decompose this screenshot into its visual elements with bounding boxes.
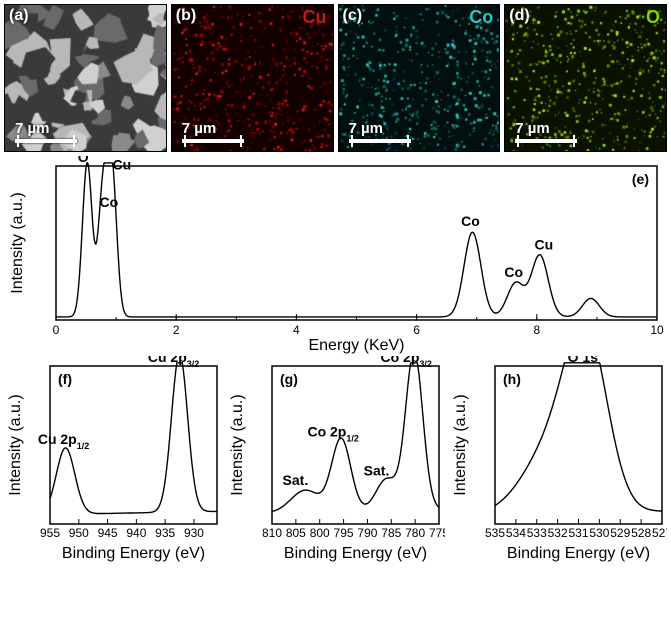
svg-text:(h): (h) <box>503 371 521 387</box>
panel-label: (b) <box>176 7 196 25</box>
panel-b: (b) Cu 7 µm <box>171 4 334 152</box>
xps-cu2p-chart: 955 950 945 940 935 930 Binding Energy (eV) Int… <box>4 356 222 564</box>
svg-text:534: 534 <box>506 526 526 540</box>
svg-text:Intensity (a.u.): Intensity (a.u.) <box>9 192 26 293</box>
svg-text:Cu: Cu <box>534 236 553 252</box>
svg-text:805: 805 <box>286 526 306 540</box>
svg-text:935: 935 <box>155 526 175 540</box>
panel-label: (a) <box>9 7 29 25</box>
svg-text:Binding Energy (eV): Binding Energy (eV) <box>284 545 427 562</box>
svg-text:800: 800 <box>310 526 330 540</box>
svg-text:Co: Co <box>100 194 119 210</box>
svg-text:(f): (f) <box>58 371 72 387</box>
svg-text:O 1s: O 1s <box>567 356 598 365</box>
panel-a: (a) 7 µm <box>4 4 167 152</box>
svg-text:780: 780 <box>405 526 425 540</box>
scale-bar: 7 µm <box>349 120 411 143</box>
svg-text:Co 2p3/2: Co 2p3/2 <box>381 356 432 369</box>
svg-text:810: 810 <box>262 526 282 540</box>
svg-text:2: 2 <box>173 323 180 337</box>
scale-bar: 7 µm <box>515 120 577 143</box>
element-tag: Co <box>469 7 493 28</box>
svg-text:945: 945 <box>98 526 118 540</box>
scale-bar-line <box>515 139 577 143</box>
scale-bar-line <box>182 139 244 143</box>
svg-text:Co: Co <box>504 264 523 280</box>
svg-text:530: 530 <box>589 526 609 540</box>
svg-text:O: O <box>78 156 89 165</box>
panel-label: (c) <box>343 7 363 25</box>
svg-text:955: 955 <box>40 526 60 540</box>
scale-bar-text: 7 µm <box>182 120 217 137</box>
xps-co2p-chart: 810 805 800 795 790 785780 775Binding Energy (… <box>226 356 444 564</box>
svg-text:Co: Co <box>461 213 480 229</box>
svg-text:535: 535 <box>485 526 505 540</box>
svg-text:Binding Energy (eV): Binding Energy (eV) <box>507 545 650 562</box>
xps-row: 955 950 945 940 935 930 Binding Energy (eV) Int… <box>0 356 671 568</box>
svg-text:790: 790 <box>358 526 378 540</box>
svg-text:775: 775 <box>429 526 444 540</box>
element-tag: O <box>646 7 660 28</box>
xps-o1s-chart: 535534533532531530529528527Binding Energ… <box>449 356 667 564</box>
figure-root: (a) 7 µm (b) Cu 7 µm (c) Co 7 µm <box>0 0 671 618</box>
scale-bar-line <box>349 139 411 143</box>
svg-text:(g): (g) <box>280 371 298 387</box>
svg-text:930: 930 <box>184 526 204 540</box>
svg-text:Co 2p1/2: Co 2p1/2 <box>308 423 359 443</box>
svg-text:528: 528 <box>631 526 651 540</box>
svg-text:Cu 2p3/2: Cu 2p3/2 <box>148 356 199 369</box>
panel-c: (c) Co 7 µm <box>338 4 501 152</box>
svg-text:950: 950 <box>69 526 89 540</box>
eds-spectrum-panel: 0 2 4 6 8 10 Energy (KeV) Intensity (a.u.) (e) O C… <box>0 154 671 356</box>
svg-text:Cu: Cu <box>113 157 132 173</box>
scale-bar-text: 7 µm <box>349 120 384 137</box>
svg-text:531: 531 <box>568 526 588 540</box>
element-tag: Cu <box>303 7 327 28</box>
svg-text:795: 795 <box>334 526 354 540</box>
svg-text:Intensity (a.u.): Intensity (a.u.) <box>7 394 24 495</box>
scale-bar: 7 µm <box>182 120 244 143</box>
svg-text:533: 533 <box>526 526 546 540</box>
svg-text:532: 532 <box>547 526 567 540</box>
svg-text:8: 8 <box>533 323 540 337</box>
scale-bar-line <box>15 139 77 143</box>
scale-bar: 7 µm <box>15 120 77 143</box>
svg-text:785: 785 <box>382 526 402 540</box>
svg-text:Sat.: Sat. <box>364 462 390 478</box>
svg-text:0: 0 <box>53 323 60 337</box>
svg-text:6: 6 <box>413 323 420 337</box>
svg-text:Cu 2p1/2: Cu 2p1/2 <box>38 431 89 451</box>
svg-text:(e): (e) <box>632 171 649 187</box>
svg-text:527: 527 <box>652 526 667 540</box>
scale-bar-text: 7 µm <box>15 120 50 137</box>
svg-text:940: 940 <box>126 526 146 540</box>
panel-label: (d) <box>509 7 529 25</box>
scale-bar-text: 7 µm <box>515 120 550 137</box>
svg-text:4: 4 <box>293 323 300 337</box>
svg-text:Binding Energy (eV): Binding Energy (eV) <box>62 545 205 562</box>
svg-text:10: 10 <box>650 323 664 337</box>
svg-text:Sat.: Sat. <box>283 472 309 488</box>
panel-d: (d) O 7 µm <box>504 4 667 152</box>
svg-text:Intensity (a.u.): Intensity (a.u.) <box>452 394 469 495</box>
eds-chart: 0 2 4 6 8 10 Energy (KeV) Intensity (a.u.) (e) O C… <box>4 156 667 356</box>
svg-text:Intensity (a.u.): Intensity (a.u.) <box>229 394 246 495</box>
image-panel-row: (a) 7 µm (b) Cu 7 µm (c) Co 7 µm <box>0 0 671 154</box>
svg-text:Energy (KeV): Energy (KeV) <box>308 337 404 354</box>
svg-text:529: 529 <box>610 526 630 540</box>
